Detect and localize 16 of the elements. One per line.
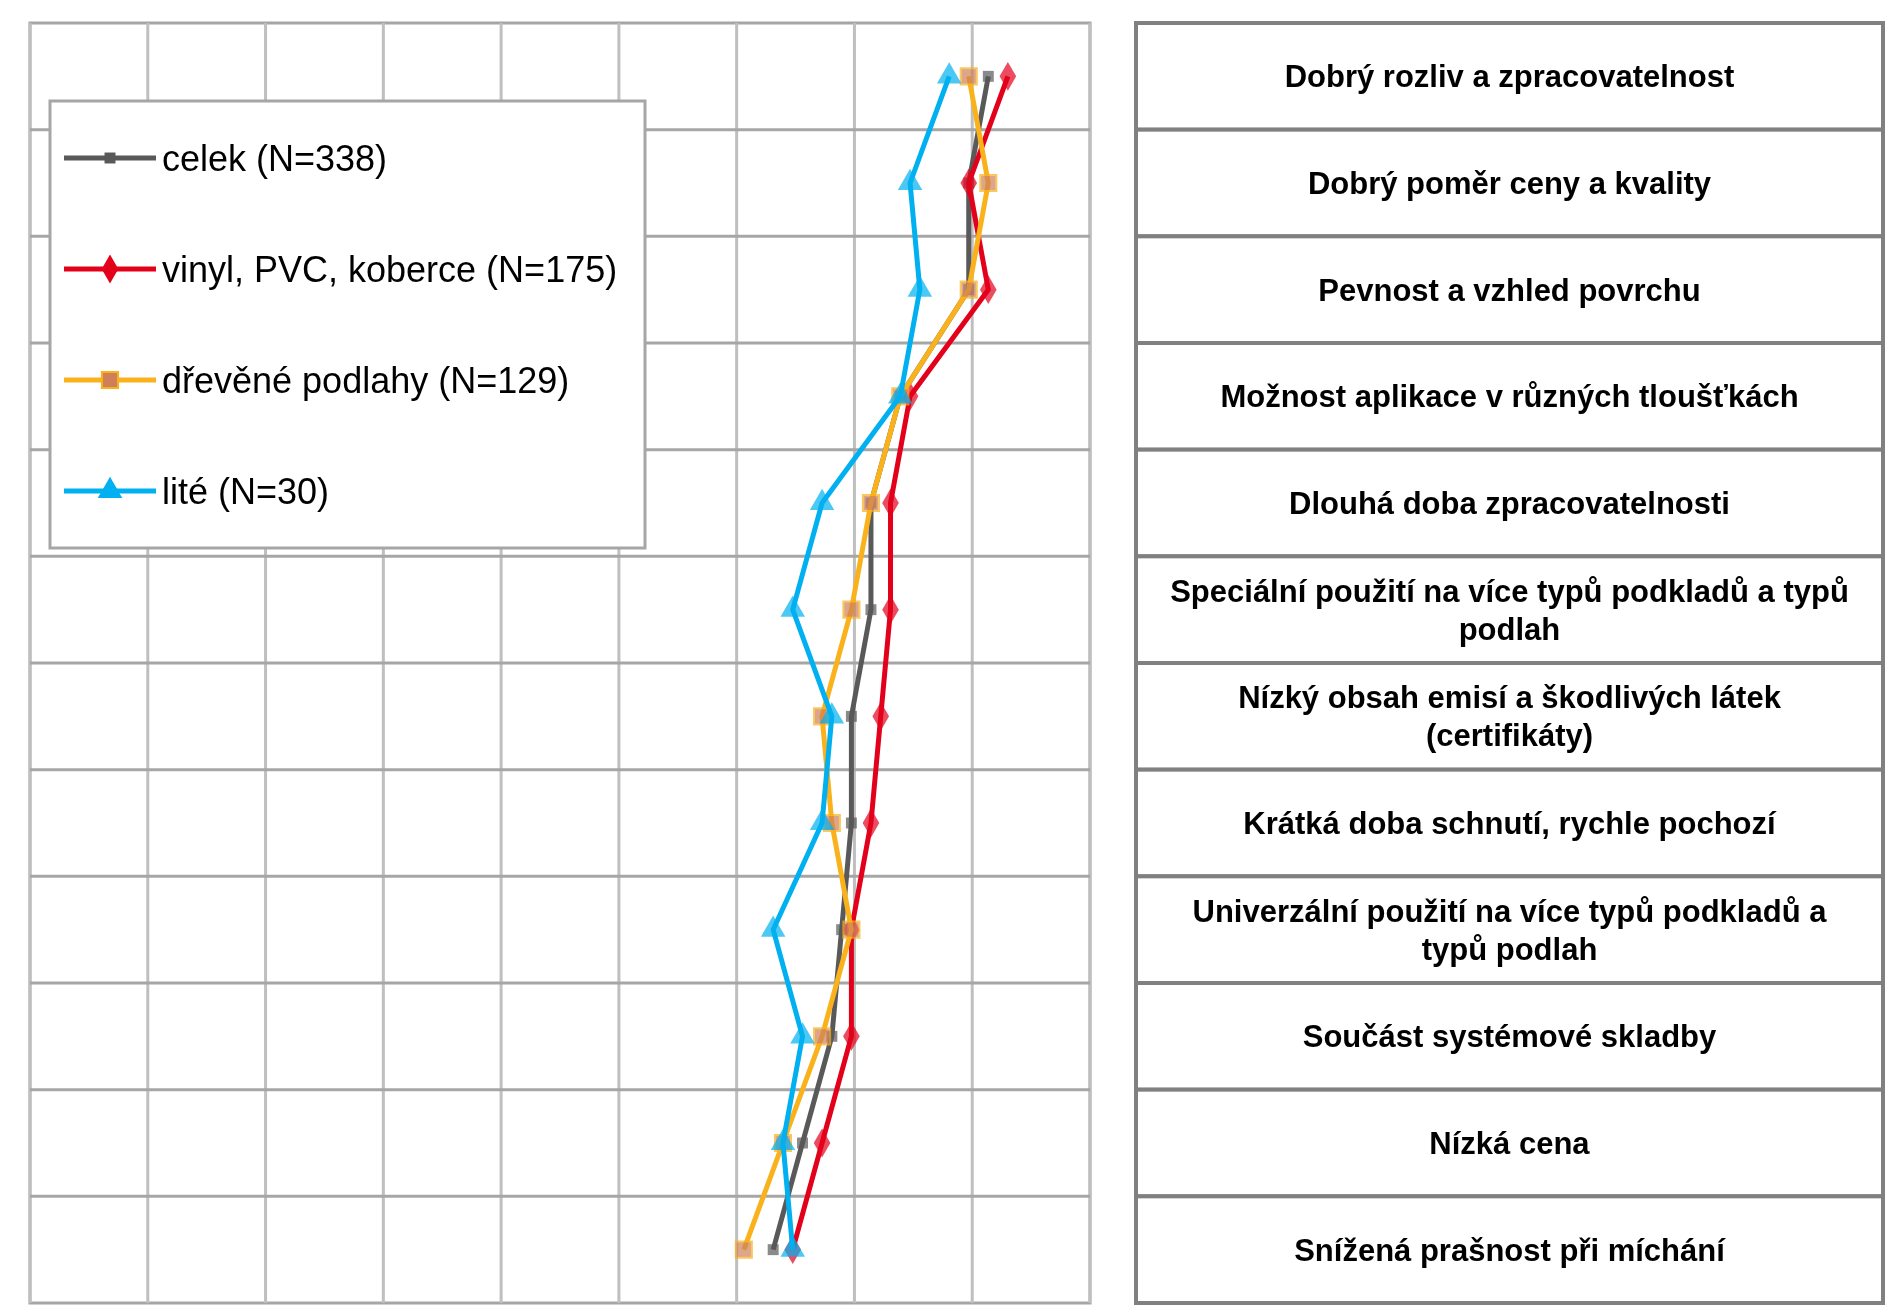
y-tick-label: Snížená prašnost při míchání [1294, 1232, 1727, 1268]
legend-label: lité (N=30) [162, 470, 330, 512]
legend-label: dřevěné podlahy (N=129) [162, 359, 570, 401]
y-tick-label: Pevnost a vzhled povrchu [1318, 272, 1701, 308]
y-tick-label: Speciální použití na více typů podkladů a typů podlah [1170, 573, 1849, 647]
y-tick-label: Nízký obsah emisí a škodlivých látek (certifikáty) [1238, 680, 1782, 754]
y-tick-label: Dobrý rozliv a zpracovatelnost [1284, 59, 1735, 95]
y-tick-label: Univerzální použití na více typů podkladů a typů podlah [1192, 893, 1828, 967]
legend-label: celek (N=338) [162, 137, 388, 179]
legend-label: vinyl, PVC, koberce (N=175) [162, 248, 618, 290]
y-tick-label: Možnost aplikace v různých tloušťkách [1220, 379, 1799, 415]
y-tick-label: Krátká doba schnutí, rychle pochozí [1243, 805, 1778, 841]
y-tick-label: Nízká cena [1429, 1125, 1591, 1161]
y-tick-label: Dobrý poměr ceny a kvality [1307, 165, 1712, 201]
y-tick-label: Dlouhá doba zpracovatelnosti [1289, 485, 1730, 521]
y-tick-label: Součást systémové skladby [1302, 1019, 1718, 1055]
